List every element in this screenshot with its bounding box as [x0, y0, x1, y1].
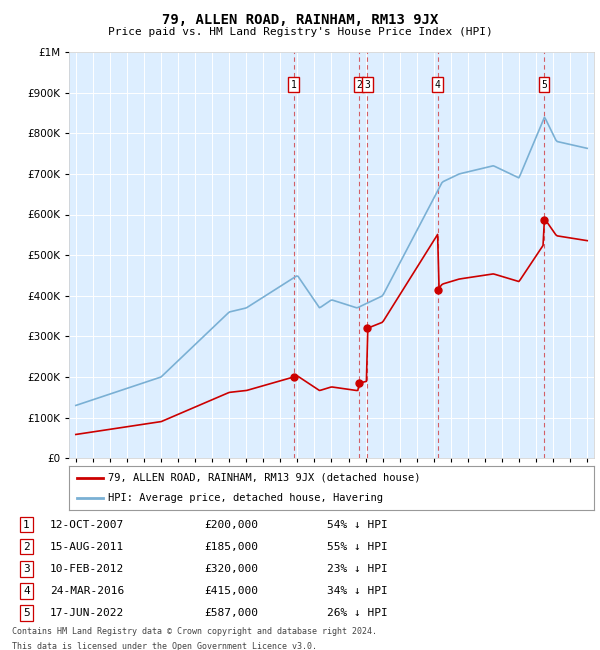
Text: 23% ↓ HPI: 23% ↓ HPI: [327, 564, 388, 574]
Text: 4: 4: [435, 79, 440, 90]
Text: £320,000: £320,000: [204, 564, 258, 574]
Text: 3: 3: [365, 79, 370, 90]
Text: £587,000: £587,000: [204, 608, 258, 618]
Text: 54% ↓ HPI: 54% ↓ HPI: [327, 519, 388, 530]
Text: 34% ↓ HPI: 34% ↓ HPI: [327, 586, 388, 596]
Text: 15-AUG-2011: 15-AUG-2011: [50, 541, 124, 552]
Text: 10-FEB-2012: 10-FEB-2012: [50, 564, 124, 574]
Text: 5: 5: [541, 79, 547, 90]
Text: 1: 1: [291, 79, 296, 90]
Text: 5: 5: [23, 608, 30, 618]
Text: 4: 4: [23, 586, 30, 596]
Text: 55% ↓ HPI: 55% ↓ HPI: [327, 541, 388, 552]
Text: 2: 2: [23, 541, 30, 552]
Text: 1: 1: [23, 519, 30, 530]
Text: This data is licensed under the Open Government Licence v3.0.: This data is licensed under the Open Gov…: [12, 642, 317, 650]
Text: £415,000: £415,000: [204, 586, 258, 596]
Text: £185,000: £185,000: [204, 541, 258, 552]
Text: 79, ALLEN ROAD, RAINHAM, RM13 9JX (detached house): 79, ALLEN ROAD, RAINHAM, RM13 9JX (detac…: [109, 473, 421, 483]
Text: HPI: Average price, detached house, Havering: HPI: Average price, detached house, Have…: [109, 493, 383, 503]
Text: 12-OCT-2007: 12-OCT-2007: [50, 519, 124, 530]
Text: 3: 3: [23, 564, 30, 574]
Text: Price paid vs. HM Land Registry's House Price Index (HPI): Price paid vs. HM Land Registry's House …: [107, 27, 493, 37]
Text: 24-MAR-2016: 24-MAR-2016: [50, 586, 124, 596]
Text: 26% ↓ HPI: 26% ↓ HPI: [327, 608, 388, 618]
Text: 17-JUN-2022: 17-JUN-2022: [50, 608, 124, 618]
Text: £200,000: £200,000: [204, 519, 258, 530]
Text: 79, ALLEN ROAD, RAINHAM, RM13 9JX: 79, ALLEN ROAD, RAINHAM, RM13 9JX: [162, 13, 438, 27]
Text: 2: 2: [356, 79, 362, 90]
Text: Contains HM Land Registry data © Crown copyright and database right 2024.: Contains HM Land Registry data © Crown c…: [12, 627, 377, 636]
